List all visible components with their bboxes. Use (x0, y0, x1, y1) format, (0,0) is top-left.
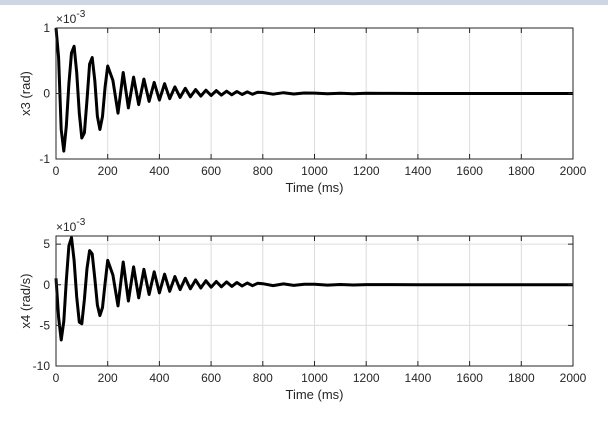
axis-exponent: ×10-3 (56, 9, 86, 26)
x-tick-label: 1000 (301, 164, 328, 178)
y-tick-label: 5 (43, 237, 50, 251)
exponent-power: -3 (76, 217, 85, 228)
x-tick-label: 0 (53, 164, 60, 178)
series-line-1 (54, 236, 573, 342)
y-tick-label: -1 (39, 152, 50, 166)
window-top-edge (0, 0, 608, 5)
x-tick-label: 200 (98, 164, 118, 178)
y-tick-label: 0 (43, 87, 50, 101)
x-tick-label: 1800 (508, 164, 535, 178)
x-tick-label: 0 (53, 371, 60, 385)
x-tick-label: 200 (98, 371, 118, 385)
exponent-power: -3 (76, 9, 85, 20)
x-tick-label: 1800 (508, 371, 535, 385)
x-tick-label: 800 (253, 164, 273, 178)
subplot-1: 0 200 400 600 800 1000 1200 1400 1600 1800 2000-10… (18, 9, 587, 195)
y-axis-label: x3 (rad) (18, 71, 33, 116)
x-tick-label: 800 (253, 371, 273, 385)
y-tick-label: -5 (39, 318, 50, 332)
x-tick-label: 1600 (456, 371, 483, 385)
exponent-base: ×10 (56, 12, 77, 26)
x-tick-label: 1200 (353, 164, 380, 178)
series-line-1 (54, 27, 573, 153)
axis-exponent: ×10-3 (56, 217, 86, 234)
x-tick-label: 1400 (405, 371, 432, 385)
y-tick-label: -10 (33, 359, 51, 373)
x-tick-label: 1400 (405, 164, 432, 178)
x-axis-label: Time (ms) (285, 387, 343, 402)
x-tick-label: 2000 (560, 164, 587, 178)
subplot-2: 0 200 400 600 800 1000 1200 1400 1600 1800 2000 -10… (18, 217, 587, 402)
x-tick-label: 1200 (353, 371, 380, 385)
y-tick-label: 0 (43, 278, 50, 292)
x-tick-label: 600 (201, 371, 221, 385)
x-tick-label: 1600 (456, 164, 483, 178)
exponent-base: ×10 (56, 220, 77, 234)
y-axis-label: x4 (rad/s) (18, 274, 33, 329)
x-axis-label: Time (ms) (285, 180, 343, 195)
x-tick-label: 400 (149, 371, 169, 385)
y-tick-label: 1 (43, 21, 50, 35)
x-tick-label: 1000 (301, 371, 328, 385)
x-tick-label: 600 (201, 164, 221, 178)
x-tick-label: 2000 (560, 371, 587, 385)
x-tick-label: 400 (149, 164, 169, 178)
